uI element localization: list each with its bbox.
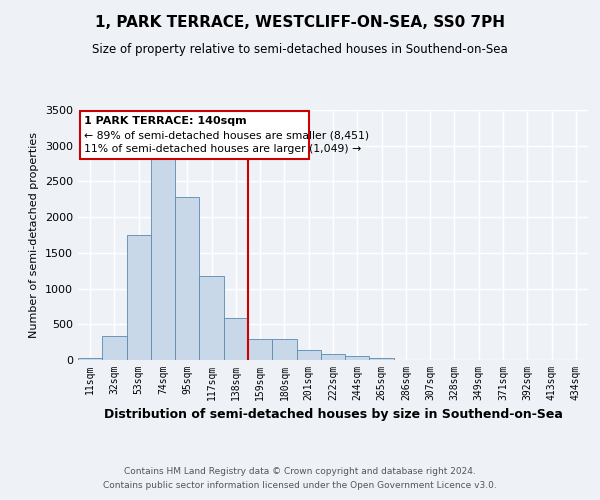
Text: 1, PARK TERRACE, WESTCLIFF-ON-SEA, SS0 7PH: 1, PARK TERRACE, WESTCLIFF-ON-SEA, SS0 7… [95, 15, 505, 30]
Text: ← 89% of semi-detached houses are smaller (8,451): ← 89% of semi-detached houses are smalle… [84, 130, 369, 140]
X-axis label: Distribution of semi-detached houses by size in Southend-on-Sea: Distribution of semi-detached houses by … [104, 408, 562, 422]
Bar [272, 339, 296, 360]
Bar [151, 152, 175, 360]
Bar [175, 197, 199, 360]
Bar [345, 356, 370, 360]
Bar [296, 350, 321, 360]
Text: 11% of semi-detached houses are larger (1,049) →: 11% of semi-detached houses are larger (… [84, 144, 361, 154]
Text: 1 PARK TERRACE: 140sqm: 1 PARK TERRACE: 140sqm [84, 116, 247, 126]
Bar [127, 235, 151, 360]
Y-axis label: Number of semi-detached properties: Number of semi-detached properties [29, 132, 40, 338]
Bar [370, 358, 394, 360]
Bar [321, 354, 345, 360]
Bar [78, 358, 102, 360]
Text: Contains HM Land Registry data © Crown copyright and database right 2024.: Contains HM Land Registry data © Crown c… [124, 467, 476, 476]
Bar [248, 338, 272, 360]
Bar [199, 276, 224, 360]
Bar [102, 336, 127, 360]
FancyBboxPatch shape [80, 112, 309, 158]
Text: Contains public sector information licensed under the Open Government Licence v3: Contains public sector information licen… [103, 481, 497, 490]
Text: Size of property relative to semi-detached houses in Southend-on-Sea: Size of property relative to semi-detach… [92, 42, 508, 56]
Bar [224, 318, 248, 360]
